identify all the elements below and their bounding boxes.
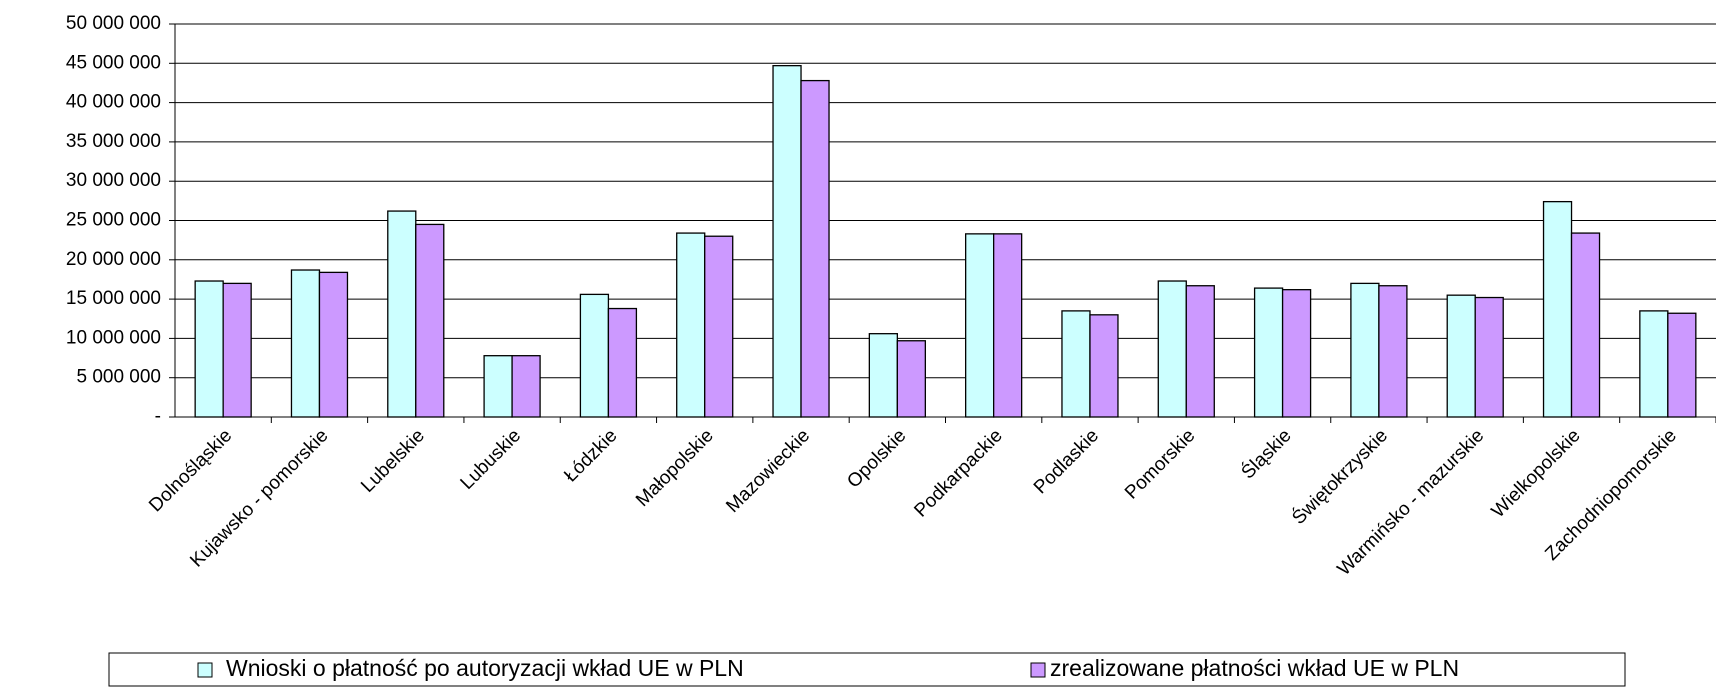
bar xyxy=(290,269,321,418)
legend-label: Wnioski o płatność po autoryzacji wkład … xyxy=(226,655,744,681)
bar xyxy=(1185,285,1215,418)
y-tick-label: - xyxy=(155,406,161,427)
bar xyxy=(222,282,252,418)
bar xyxy=(868,333,898,418)
bar xyxy=(1542,200,1573,418)
bar xyxy=(896,340,926,418)
bar xyxy=(676,232,706,418)
bar xyxy=(607,307,638,418)
bar xyxy=(1667,312,1697,418)
y-tick-label: 25 000 000 xyxy=(66,210,161,231)
legend-marker xyxy=(1030,662,1046,678)
bar xyxy=(1474,296,1504,418)
bar xyxy=(579,293,610,418)
x-tick-label: Podkarpackie xyxy=(910,425,1006,521)
x-tick-label: Świętokrzyskie xyxy=(1288,425,1392,529)
bar xyxy=(1446,294,1476,418)
x-tick-label: Lubelskie xyxy=(357,425,429,497)
x-tick-label: Pomorskie xyxy=(1121,425,1199,503)
bar xyxy=(318,271,349,418)
x-tick-label: Mazowieckie xyxy=(722,425,814,517)
bar xyxy=(993,233,1023,418)
y-tick-label: 30 000 000 xyxy=(66,170,161,191)
y-tick-label: 10 000 000 xyxy=(66,327,161,348)
bar xyxy=(483,355,513,418)
y-tick-label: 50 000 000 xyxy=(66,13,161,34)
x-tick-label: Śląskie xyxy=(1237,425,1296,484)
x-tick-label: Dolnośląskie xyxy=(145,425,236,516)
legend-marker xyxy=(197,662,213,678)
bar xyxy=(965,233,995,418)
bar xyxy=(1089,314,1119,418)
x-tick-label: Łódzkie xyxy=(560,425,621,486)
bar xyxy=(415,223,445,418)
y-tick-label: 15 000 000 xyxy=(66,288,161,309)
bar xyxy=(1157,280,1187,418)
y-tick-label: 40 000 000 xyxy=(66,92,161,113)
bar xyxy=(1061,310,1091,418)
bar xyxy=(1281,289,1312,418)
bar xyxy=(511,355,541,418)
bar xyxy=(1350,282,1380,418)
y-tick-label: 5 000 000 xyxy=(76,367,161,388)
bar xyxy=(387,210,417,418)
legend-box xyxy=(108,652,1626,687)
x-tick-label: Podlaskie xyxy=(1030,425,1103,498)
bar xyxy=(1639,310,1669,418)
y-tick-label: 20 000 000 xyxy=(66,249,161,270)
bar xyxy=(1253,287,1284,418)
bar xyxy=(194,280,224,418)
bar xyxy=(772,65,802,418)
x-tick-label: Opolskie xyxy=(843,425,910,492)
x-tick-label: Małopolskie xyxy=(632,425,718,511)
bar xyxy=(800,79,830,418)
legend-label: zrealizowane płatności wkład UE w PLN xyxy=(1050,655,1459,681)
x-tick-label: Wielkopolskie xyxy=(1488,425,1585,522)
bar xyxy=(1570,232,1601,418)
x-tick-label: Lubuskie xyxy=(457,425,526,494)
y-tick-label: 35 000 000 xyxy=(66,131,161,152)
bar xyxy=(704,235,734,418)
y-tick-label: 45 000 000 xyxy=(66,52,161,73)
bar xyxy=(1378,285,1408,418)
